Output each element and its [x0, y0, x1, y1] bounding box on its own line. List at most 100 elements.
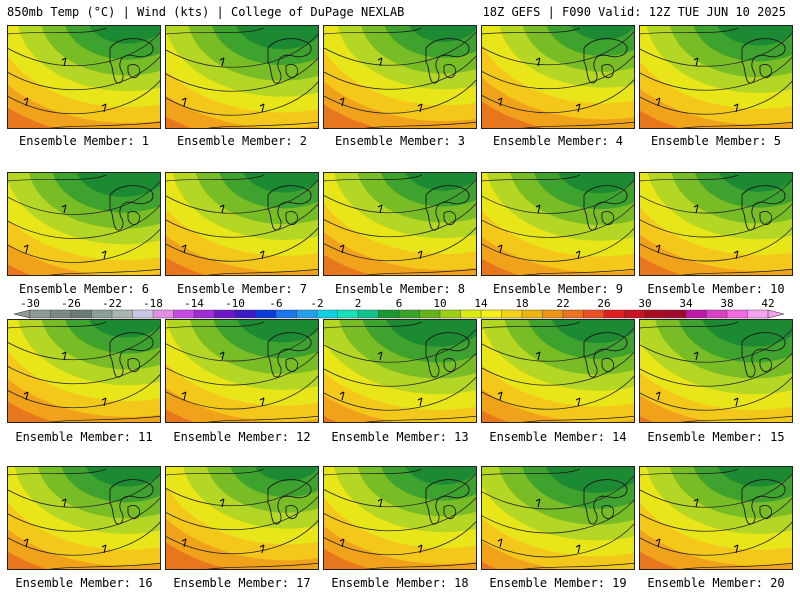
colorbar-tick-label: 2 [355, 297, 362, 310]
height-contour [166, 496, 318, 531]
height-contour [166, 520, 318, 555]
wind-barb [219, 351, 225, 361]
ensemble-member-label: Ensemble Member: 2 [176, 134, 308, 148]
great-lakes-outline [583, 38, 628, 84]
ensemble-panel [481, 172, 635, 276]
ensemble-panel [323, 25, 477, 129]
height-contour [8, 497, 160, 532]
wind-barb [377, 204, 383, 214]
height-contour [640, 32, 792, 67]
wind-barb [575, 397, 581, 407]
great-lakes-outline [425, 38, 470, 84]
wind-barb [377, 351, 383, 361]
temperature-band [717, 467, 792, 487]
temperature-band [409, 26, 476, 42]
height-contour [482, 475, 634, 510]
height-contour [324, 203, 476, 238]
wind-barb [497, 538, 503, 548]
colorbar-swatch [583, 309, 605, 319]
page-title: 850mb Temp (°C) | Wind (kts) | College o… [7, 5, 405, 19]
great-lakes-outline [267, 38, 312, 84]
wind-barb [339, 97, 345, 107]
colorbar-swatch [193, 309, 215, 319]
coastline [166, 27, 318, 128]
wind-barb [377, 57, 383, 67]
wind-barb [497, 391, 503, 401]
height-contour [640, 56, 792, 91]
colorbar-tick-label: -30 [20, 297, 40, 310]
wind-barb [181, 538, 187, 548]
height-contour [166, 203, 318, 238]
temperature-map [640, 320, 792, 422]
wind-barb [23, 244, 29, 254]
ensemble-member-label: Ensemble Member: 19 [489, 576, 627, 590]
temperature-map [324, 467, 476, 569]
wind-barb [535, 498, 541, 508]
wind-barb [733, 544, 739, 554]
ensemble-member-label: Ensemble Member: 14 [489, 430, 627, 444]
wind-barb [417, 397, 423, 407]
coastline [8, 321, 160, 422]
ensemble-member-label: Ensemble Member: 17 [173, 576, 311, 590]
temperature-map [8, 320, 160, 422]
colorbar-swatch [603, 309, 625, 319]
wind-barb [377, 498, 383, 508]
temperature-band [85, 467, 160, 487]
ensemble-member-label: Ensemble Member: 1 [18, 134, 150, 148]
height-contour [8, 228, 160, 263]
wind-barb [23, 97, 29, 107]
height-contour [640, 352, 792, 387]
ensemble-panel [323, 466, 477, 570]
temperature-band [545, 467, 634, 493]
coastline [324, 321, 476, 422]
great-lakes-outline [425, 479, 470, 525]
colorbar-swatch [398, 309, 420, 319]
height-contour [482, 227, 634, 262]
ensemble-panel [481, 466, 635, 570]
wind-barb [655, 97, 661, 107]
temperature-band [551, 320, 634, 344]
colorbar-swatch [747, 309, 769, 319]
ensemble-panel [7, 466, 161, 570]
height-contour [166, 81, 318, 116]
great-lakes-outline [109, 38, 154, 84]
temperature-band [254, 467, 318, 482]
great-lakes-outline [109, 479, 154, 525]
wind-barb [259, 544, 265, 554]
wind-barb [693, 351, 699, 361]
colorbar-swatch [173, 309, 195, 319]
ensemble-member-label: Ensemble Member: 5 [650, 134, 782, 148]
height-contour [8, 326, 160, 361]
temperature-map [8, 173, 160, 275]
colorbar-swatch [111, 309, 133, 319]
colorbar-swatch [275, 309, 297, 319]
great-lakes-outline [425, 332, 470, 378]
colorbar-swatch [29, 309, 51, 319]
height-contour [482, 351, 634, 386]
ensemble-panel [481, 319, 635, 423]
temperature-map [324, 320, 476, 422]
height-contour [8, 80, 160, 115]
temperature-band [570, 26, 634, 41]
colorbar-swatch [480, 309, 502, 319]
height-contour [324, 328, 476, 363]
wind-barb [101, 544, 107, 554]
colorbar-swatch [316, 309, 338, 319]
wind-barb [181, 97, 187, 107]
height-contour [166, 227, 318, 262]
height-contour [640, 328, 792, 363]
temperature-map [482, 173, 634, 275]
wind-barb [339, 244, 345, 254]
height-contour [324, 521, 476, 556]
height-contour [482, 203, 634, 238]
temperature-band [717, 26, 792, 46]
colorbar-swatch [337, 309, 359, 319]
temperature-map [166, 320, 318, 422]
height-contour [640, 227, 792, 262]
colorbar-tick-label: 14 [474, 297, 488, 310]
ensemble-panel [323, 319, 477, 423]
wind-barb [181, 244, 187, 254]
wind-barb [733, 250, 739, 260]
temperature-colorbar: -30 -26 -22 -18 -14 -10 -6 -2 2 6 10 14 18 22 26 30 34 38… [13, 297, 785, 319]
wind-barb [181, 391, 187, 401]
